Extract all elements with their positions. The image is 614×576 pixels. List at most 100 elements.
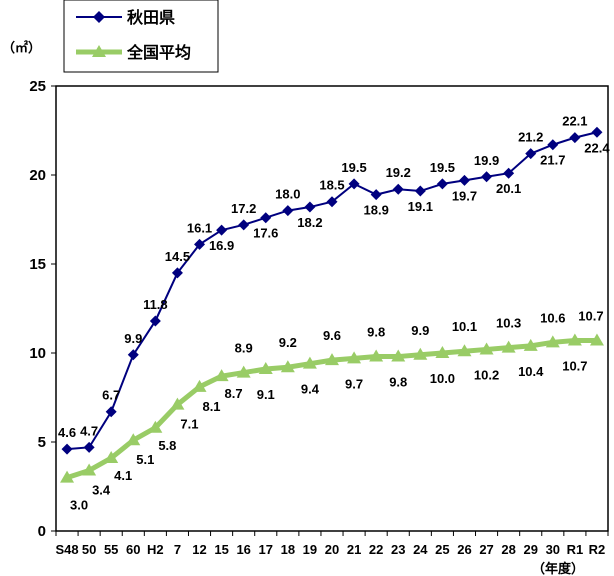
marker-akita [569, 132, 581, 144]
x-tick-label: R1 [567, 542, 584, 557]
marker-national [60, 470, 75, 483]
x-tick-label: 20 [325, 542, 339, 557]
marker-akita [260, 212, 272, 224]
marker-akita [436, 178, 448, 190]
data-label-national: 8.9 [235, 341, 253, 356]
x-tick-label: 24 [413, 542, 428, 557]
data-label-akita: 19.7 [452, 188, 477, 203]
y-tick-label: 20 [29, 167, 46, 184]
marker-national [391, 349, 406, 362]
marker-national [126, 433, 141, 446]
marker-national [545, 335, 560, 348]
data-label-akita: 21.7 [540, 153, 565, 168]
x-tick-label: 23 [391, 542, 405, 557]
data-label-national: 10.2 [474, 367, 499, 382]
data-label-national: 5.1 [136, 452, 154, 467]
marker-akita [370, 189, 382, 201]
marker-national [104, 451, 119, 464]
data-label-akita: 6.7 [102, 388, 120, 403]
marker-national [457, 344, 472, 357]
marker-akita [326, 196, 338, 208]
x-tick-label: 50 [82, 542, 96, 557]
x-tick-label: 27 [479, 542, 493, 557]
data-label-national: 3.4 [92, 482, 111, 497]
data-label-akita: 4.7 [80, 423, 98, 438]
y-tick-label: 10 [29, 345, 46, 362]
x-axis-unit: （年度） [532, 561, 584, 576]
marker-national [523, 338, 538, 351]
marker-akita [282, 205, 294, 217]
legend-box [63, 0, 219, 73]
marker-akita [481, 171, 493, 183]
legend-marker-national [92, 45, 106, 57]
marker-akita [149, 315, 161, 327]
x-tick-label: 28 [501, 542, 515, 557]
marker-national [347, 351, 362, 364]
x-tick-label: H2 [147, 542, 164, 557]
data-label-national: 8.1 [202, 399, 220, 414]
data-label-akita: 17.6 [253, 226, 278, 241]
data-label-national: 10.4 [518, 364, 544, 379]
marker-national [258, 362, 273, 375]
marker-akita [61, 443, 73, 455]
marker-akita [216, 224, 228, 236]
data-label-national: 10.7 [578, 309, 603, 324]
legend-label-akita: 秋田県 [127, 8, 175, 27]
marker-akita [525, 148, 537, 160]
marker-national [369, 349, 384, 362]
y-axis: 0 5 10 15 20 25 [29, 78, 56, 540]
marker-akita [105, 406, 117, 418]
marker-akita [591, 126, 603, 138]
data-label-akita: 18.9 [364, 203, 389, 218]
data-labels: 4.6 4.7 6.7 9.9 11.8 14.5 16.1 16.9 17.2 17.6 18.0… [58, 114, 610, 513]
series-markers [60, 126, 604, 483]
data-label-akita: 18.0 [275, 187, 300, 202]
data-label-national: 9.9 [411, 323, 429, 338]
marker-akita [171, 267, 183, 279]
marker-akita [458, 174, 470, 186]
y-tick-label: 0 [38, 523, 46, 540]
marker-akita [238, 219, 250, 231]
data-label-national: 10.6 [540, 310, 565, 325]
marker-national [413, 347, 428, 360]
data-label-akita: 9.9 [124, 331, 142, 346]
data-label-akita: 20.1 [496, 181, 521, 196]
data-label-national: 10.7 [562, 359, 587, 374]
marker-akita [194, 238, 206, 250]
x-tick-label: 30 [546, 542, 560, 557]
data-label-national: 10.0 [430, 371, 455, 386]
y-axis-unit: （㎡） [2, 40, 41, 55]
data-label-akita: 11.8 [143, 297, 168, 312]
data-label-akita: 19.1 [408, 199, 433, 214]
data-label-national: 9.1 [257, 387, 275, 402]
data-label-national: 4.1 [114, 468, 132, 483]
marker-national [325, 353, 339, 366]
x-tick-label: 12 [192, 542, 206, 557]
data-label-akita: 16.1 [187, 220, 212, 235]
x-tick-label: 18 [281, 542, 295, 557]
data-label-national: 9.7 [345, 376, 363, 391]
x-tick-label: 55 [104, 542, 118, 557]
x-tick-label: 17 [259, 542, 273, 557]
x-tick-label: 15 [214, 542, 228, 557]
x-tick-label: 22 [369, 542, 383, 557]
data-label-akita: 22.4 [584, 140, 610, 155]
data-label-national: 9.6 [323, 328, 341, 343]
data-label-akita: 14.5 [165, 249, 190, 264]
data-label-national: 7.1 [180, 417, 198, 432]
data-label-akita: 19.5 [341, 160, 366, 175]
legend: 秋田県 全国平均 [63, 0, 219, 73]
data-label-akita: 19.9 [474, 153, 499, 168]
data-label-national: 3.0 [70, 498, 88, 513]
marker-akita [547, 139, 559, 151]
marker-national [501, 340, 516, 353]
marker-national [148, 420, 163, 433]
data-label-akita: 4.6 [58, 425, 76, 440]
x-axis: S48 50 55 60 H2 7 12 15 16 17 18 19 20 21 22 23 24 25 26 27… [55, 531, 609, 557]
plot-area [55, 85, 609, 532]
data-label-akita: 16.9 [209, 238, 234, 253]
marker-akita [304, 201, 316, 213]
data-label-national: 9.8 [389, 375, 407, 390]
data-label-akita: 19.5 [430, 160, 455, 175]
